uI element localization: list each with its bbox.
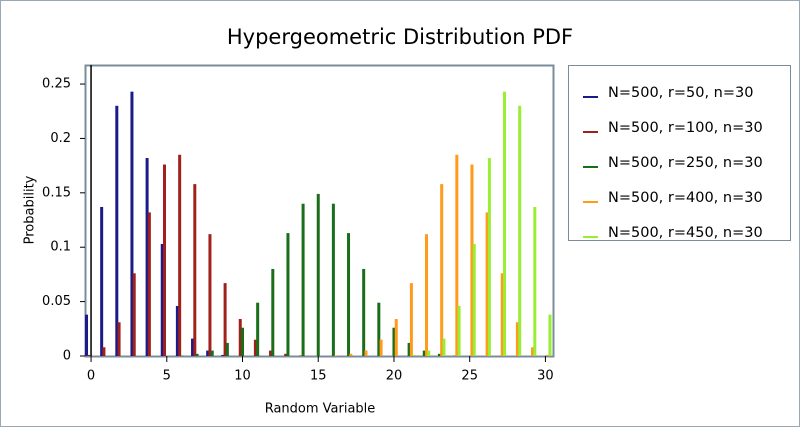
y-axis-label: Probability	[23, 175, 38, 244]
bar	[503, 91, 507, 356]
legend-label: N=500, r=450, n=30	[608, 225, 763, 241]
x-tick-label: 20	[386, 369, 403, 384]
bar	[223, 283, 227, 356]
bar	[427, 350, 431, 356]
bar	[316, 193, 320, 356]
chart-title: Hypergeometric Distribution PDF	[227, 25, 573, 49]
x-tick-label: 25	[461, 369, 478, 384]
bar	[117, 322, 121, 356]
x-tick-label: 30	[537, 369, 554, 384]
bar	[299, 355, 303, 356]
bar	[407, 342, 411, 356]
bar	[457, 305, 461, 356]
bar	[470, 164, 474, 356]
bar	[100, 206, 104, 356]
bar	[334, 355, 338, 356]
bar	[286, 233, 290, 356]
bar	[210, 350, 214, 356]
bar	[531, 347, 535, 356]
x-tick-label: 0	[87, 369, 95, 384]
bar	[455, 154, 459, 356]
bar	[485, 212, 489, 356]
bar	[409, 283, 413, 356]
y-tick-label: 0.15	[42, 185, 71, 200]
legend-label: N=500, r=250, n=30	[608, 155, 763, 171]
x-tick-label: 5	[163, 369, 171, 384]
bar	[115, 105, 119, 356]
bar	[241, 327, 245, 356]
bar	[392, 327, 396, 356]
legend-label: N=500, r=100, n=30	[608, 120, 763, 136]
bar	[442, 338, 446, 356]
bar	[349, 353, 353, 356]
bar	[377, 302, 381, 356]
bar	[130, 91, 134, 356]
bar	[225, 342, 229, 356]
bar	[364, 350, 368, 356]
bar	[271, 268, 275, 356]
bar	[253, 339, 257, 356]
bar	[238, 319, 242, 356]
bar	[132, 273, 136, 356]
bar	[533, 206, 537, 356]
bar	[347, 233, 351, 356]
bar	[472, 243, 476, 356]
bar	[178, 154, 182, 356]
bar	[208, 234, 212, 356]
bar	[422, 350, 426, 356]
bar	[221, 354, 225, 356]
legend-box	[568, 65, 791, 241]
bar	[412, 354, 416, 356]
x-tick-label: 10	[234, 369, 251, 384]
bar	[515, 322, 519, 356]
bar	[145, 158, 149, 356]
y-tick-label: 0	[63, 349, 71, 364]
bar	[379, 339, 383, 356]
bar	[147, 212, 151, 356]
bar	[425, 234, 429, 356]
bar	[256, 302, 260, 356]
bar	[362, 268, 366, 356]
bar	[195, 353, 199, 356]
bar	[546, 354, 550, 356]
bar	[394, 319, 398, 356]
bar	[301, 203, 305, 356]
y-tick-label: 0.1	[50, 240, 71, 255]
bar	[160, 243, 164, 356]
bar	[87, 354, 91, 356]
bar	[500, 273, 504, 356]
bar	[191, 338, 195, 356]
y-tick-label: 0.05	[42, 294, 71, 309]
bar	[175, 305, 179, 356]
bar	[163, 164, 167, 356]
bar	[518, 105, 522, 356]
y-tick-label: 0.25	[42, 77, 71, 92]
bar	[85, 314, 89, 356]
bar	[487, 158, 491, 356]
bar	[284, 353, 288, 356]
bar	[269, 350, 273, 356]
bar	[193, 184, 197, 356]
bar	[331, 203, 335, 356]
bar	[440, 184, 444, 356]
y-tick-label: 0.2	[50, 131, 71, 146]
x-axis-label: Random Variable	[265, 402, 376, 417]
bar	[102, 347, 106, 356]
legend-label: N=500, r=50, n=30	[608, 85, 753, 101]
legend-label: N=500, r=400, n=30	[608, 190, 763, 206]
bar	[548, 314, 552, 356]
bar	[437, 353, 441, 356]
bar	[206, 350, 210, 356]
x-tick-label: 15	[310, 369, 327, 384]
